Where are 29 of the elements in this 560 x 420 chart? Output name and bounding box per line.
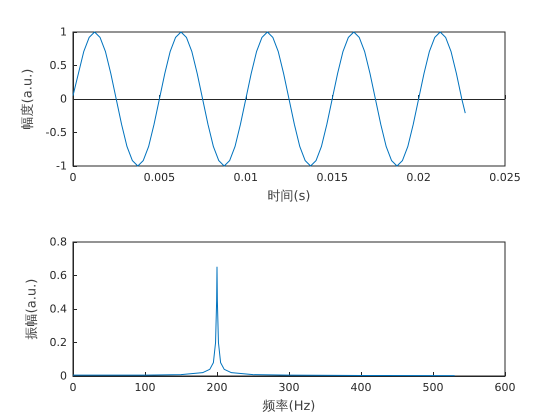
x-tick-label: 0.01 (234, 171, 258, 184)
x-axis-title: 频率(Hz) (262, 398, 316, 414)
y-tick-label: 0 (60, 92, 67, 106)
y-tick-label: 0 (60, 370, 67, 382)
y-tick-label: -1 (56, 160, 67, 172)
x-tick-label: 200 (206, 381, 228, 394)
y-tick-label: 0.4 (50, 302, 67, 316)
x-tick-label: 500 (422, 381, 444, 394)
x-tick-label: 0 (70, 381, 76, 394)
line-series (72, 32, 466, 166)
y-axis-title: 幅度(a.u.) (20, 68, 36, 130)
x-axis-title: 时间(s) (268, 189, 310, 204)
y-tick-label: 0.8 (50, 236, 67, 248)
x-tick-label: 400 (350, 381, 372, 394)
y-tick-label: 0.2 (50, 336, 67, 349)
y-tick-label: 1 (60, 26, 67, 38)
x-tick-label: 0.015 (316, 171, 348, 184)
x-tick-label: 100 (134, 381, 156, 394)
y-axis-title: 振幅(a.u.) (24, 278, 40, 340)
y-tick-label: -0.5 (46, 126, 67, 139)
x-tick-label: 0 (70, 171, 76, 184)
x-tick-label: 300 (278, 381, 300, 394)
y-tick-label: 0.5 (50, 59, 67, 72)
line-series (72, 266, 456, 376)
x-tick-label: 600 (494, 381, 516, 394)
y-tick-label: 0.6 (50, 269, 67, 282)
x-tick-label: 0.025 (489, 171, 521, 184)
x-tick-label: 0.02 (406, 171, 431, 184)
x-tick-label: 0.005 (144, 171, 176, 184)
